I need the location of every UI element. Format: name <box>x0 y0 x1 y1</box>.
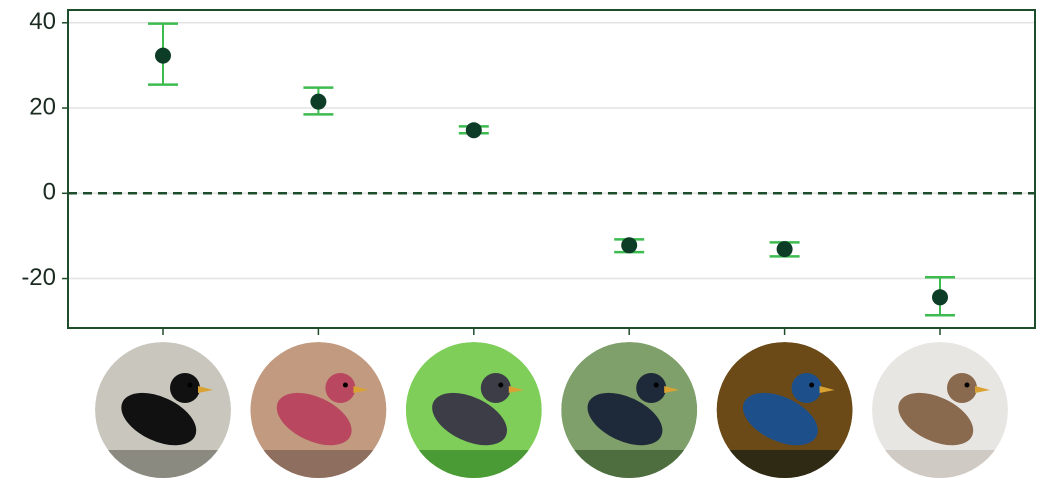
bird-beak <box>508 386 524 393</box>
y-tick-label: 20 <box>29 93 56 120</box>
photo-ground <box>405 450 542 478</box>
bird-body <box>742 392 818 446</box>
bird-image <box>250 342 387 478</box>
y-tick-label: 0 <box>43 179 56 206</box>
bird-eye <box>498 382 504 388</box>
y-tick-label: -20 <box>21 264 56 291</box>
y-tick-label: 40 <box>29 8 56 35</box>
bird-photo <box>872 342 1008 478</box>
bird-beak <box>975 386 990 393</box>
bird-photo <box>95 342 231 478</box>
bird-image <box>716 342 853 478</box>
bird-image <box>561 342 698 478</box>
bird-head <box>636 373 667 403</box>
bird-head <box>170 373 200 403</box>
bird-beak <box>819 386 835 393</box>
bird-head <box>480 373 511 403</box>
point <box>155 47 171 64</box>
bird-photo <box>716 342 853 478</box>
bird-beak <box>353 386 369 393</box>
bird-head <box>325 373 356 403</box>
bird-image <box>405 342 542 478</box>
photo-ground <box>716 450 853 478</box>
point <box>776 241 793 258</box>
bird-body <box>432 392 507 446</box>
bird-head <box>791 373 822 403</box>
photo-ground <box>95 450 231 478</box>
bird-body <box>276 392 352 446</box>
bird-body <box>121 392 197 446</box>
point <box>310 93 327 110</box>
photo-ground <box>250 450 387 478</box>
point <box>932 289 948 306</box>
plot-frame <box>67 9 1036 329</box>
bird-eye <box>964 382 970 388</box>
point <box>465 122 482 139</box>
bird-eye <box>809 382 815 388</box>
bird-beak <box>198 386 213 393</box>
bird-eye <box>187 382 193 388</box>
bird-body <box>898 392 974 446</box>
bird-beak <box>664 386 680 393</box>
point <box>621 237 638 254</box>
photo-ground <box>872 450 1008 478</box>
bird-photo <box>561 342 698 478</box>
bird-photo <box>250 342 387 478</box>
bird-image <box>95 342 231 478</box>
bird-head <box>947 373 977 403</box>
photo-ground <box>561 450 698 478</box>
bird-body <box>587 392 663 446</box>
bird-eye <box>342 382 348 388</box>
bird-eye <box>653 382 659 388</box>
bird-photo <box>405 342 542 478</box>
bird-image <box>872 342 1008 478</box>
